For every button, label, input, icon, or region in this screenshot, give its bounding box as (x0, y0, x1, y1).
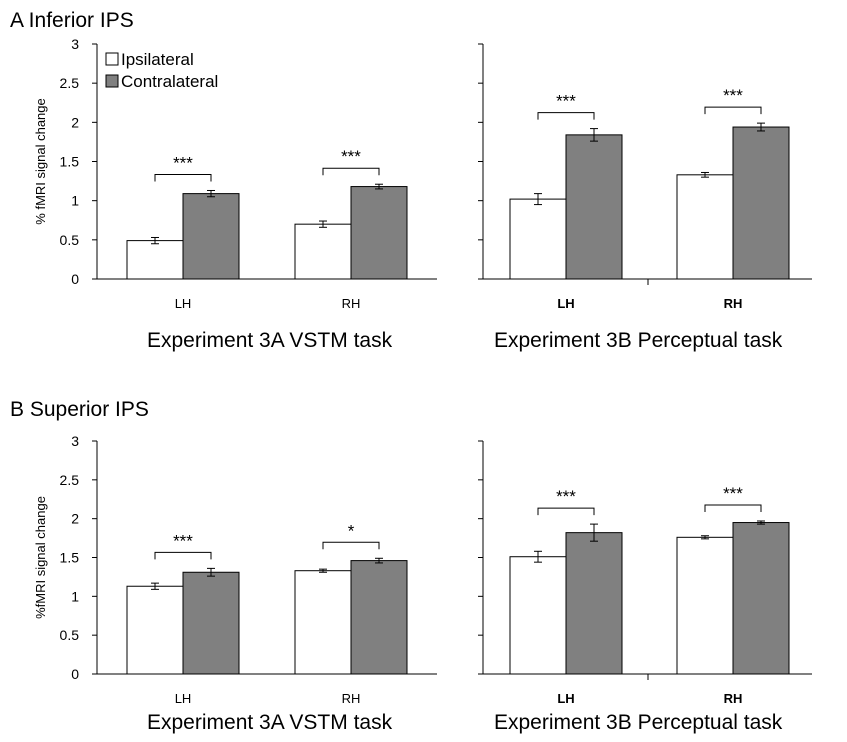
significance-label: * (348, 521, 355, 540)
bar-ipsilateral-rh (676, 174, 734, 280)
significance-label: *** (341, 147, 361, 166)
subplot-title: Experiment 3A VSTM task (147, 329, 393, 352)
significance-label: *** (173, 153, 193, 172)
x-tick-label: LH (175, 691, 192, 706)
panel-a: A Inferior IPS % fMRI signal change 0 0.5 1 1… (10, 9, 812, 352)
subplot-perceptual: *** LH *** RH Experiment 3B Perceptual task (478, 43, 812, 352)
bar-contralateral-rh (350, 186, 408, 280)
subplot-vstm: 0 0.5 1 1.5 2 2.5 3 *** LH * RH Experiment 3A VSTM … (60, 433, 437, 734)
subplot-vstm: 0 0.5 1 1.5 2 2.5 3 *** LH *** RH Experiment 3A VST… (60, 36, 437, 352)
panel-b: B Superior IPS %fMRI signal change 0 0.5 1 1.… (10, 398, 812, 734)
bar-contralateral-rh (350, 560, 408, 675)
bar-ipsilateral-lh (509, 198, 567, 280)
legend-swatch-contralateral (105, 74, 119, 88)
significance-bracket (322, 167, 380, 176)
significance-bracket (154, 173, 212, 182)
subplot-title: Experiment 3B Perceptual task (494, 329, 783, 352)
y-tick-label: 1 (71, 193, 79, 209)
legend-swatch-ipsilateral (105, 52, 119, 66)
significance-bracket (704, 106, 762, 115)
significance-bracket (154, 551, 212, 560)
subplot-title: Experiment 3B Perceptual task (494, 711, 783, 734)
significance-label: *** (556, 487, 576, 506)
legend-label-contralateral: Contralateral (121, 72, 218, 91)
bar-ipsilateral-rh (294, 223, 352, 280)
bar-contralateral-lh (565, 134, 623, 280)
panel-title: A Inferior IPS (10, 9, 134, 32)
x-tick-label: RH (724, 691, 743, 706)
bar-ipsilateral-lh (126, 240, 184, 280)
bar-ipsilateral-lh (509, 556, 567, 675)
legend-label-ipsilateral: Ipsilateral (121, 50, 194, 69)
y-tick-label: 3 (71, 433, 79, 449)
x-tick-label: LH (557, 296, 574, 311)
subplot-title: Experiment 3A VSTM task (147, 711, 393, 734)
bar-ipsilateral-rh (676, 536, 734, 675)
y-axis-label: % fMRI signal change (33, 98, 48, 224)
y-tick-label: 2.5 (60, 75, 80, 91)
bar-ipsilateral-rh (294, 570, 352, 675)
y-tick-label: 2 (71, 511, 79, 527)
bar-contralateral-rh (732, 522, 790, 675)
bar-ipsilateral-lh (126, 585, 184, 675)
y-tick-label: 3 (71, 36, 79, 52)
y-tick-label: 1.5 (60, 154, 80, 170)
y-axis-label: %fMRI signal change (33, 496, 48, 619)
significance-bracket (704, 504, 762, 512)
significance-bracket (537, 507, 595, 516)
bar-contralateral-lh (182, 193, 240, 280)
significance-label: *** (173, 531, 193, 550)
significance-label: *** (556, 92, 576, 111)
legend: Ipsilateral Contralateral (105, 50, 218, 91)
x-tick-label: LH (557, 691, 574, 706)
x-tick-label: RH (724, 296, 743, 311)
y-tick-label: 2.5 (60, 472, 80, 488)
y-tick-label: 0 (71, 666, 79, 682)
x-tick-label: LH (175, 296, 192, 311)
bar-contralateral-lh (182, 571, 240, 675)
y-tick-label: 0 (71, 271, 79, 287)
significance-bracket (322, 541, 380, 550)
x-tick-label: RH (342, 296, 361, 311)
significance-bracket (537, 112, 595, 120)
panel-title: B Superior IPS (10, 398, 149, 421)
y-tick-label: 0.5 (60, 232, 80, 248)
subplot-perceptual: *** LH *** RH Experiment 3B Perceptual task (478, 440, 812, 734)
bar-contralateral-rh (732, 126, 790, 280)
bar-contralateral-lh (565, 532, 623, 675)
y-tick-label: 0.5 (60, 627, 80, 643)
y-tick-label: 1 (71, 588, 79, 604)
significance-label: *** (723, 484, 743, 503)
y-tick-label: 2 (71, 114, 79, 130)
x-tick-label: RH (342, 691, 361, 706)
significance-label: *** (723, 86, 743, 105)
y-tick-label: 1.5 (60, 550, 80, 566)
